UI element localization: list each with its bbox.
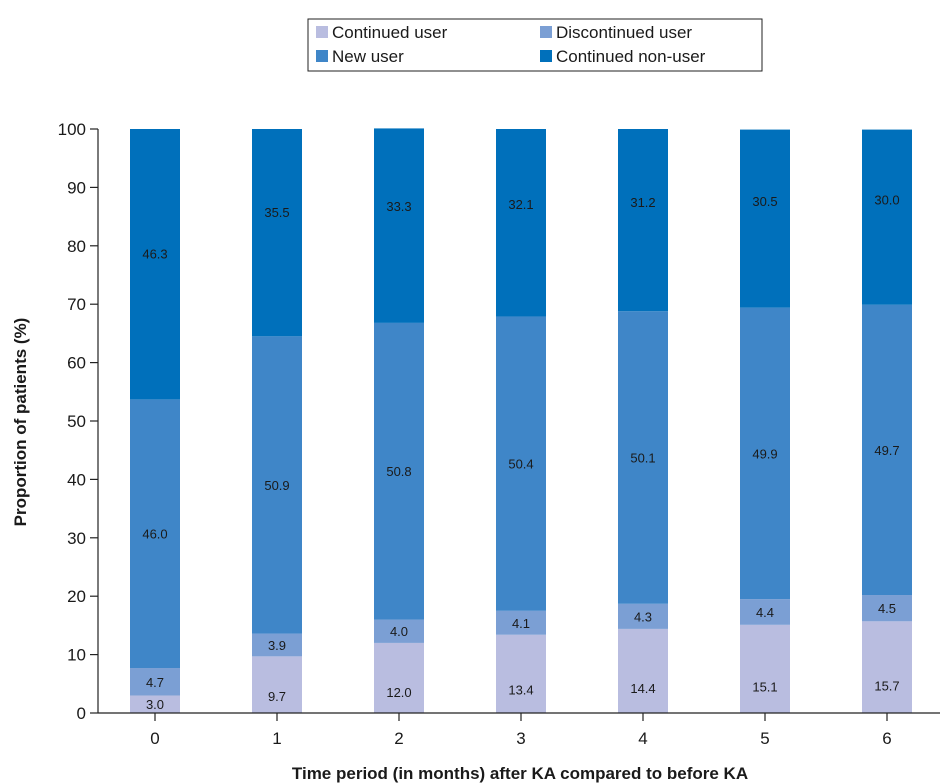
data-label: 49.9 bbox=[752, 446, 777, 461]
bar-segment bbox=[374, 619, 424, 643]
y-tick-label: 50 bbox=[67, 412, 86, 431]
bar-segment bbox=[130, 129, 180, 400]
data-label: 4.0 bbox=[390, 624, 408, 639]
legend-label: Discontinued user bbox=[556, 23, 692, 42]
bar-segment bbox=[862, 304, 912, 596]
data-label: 50.1 bbox=[630, 451, 655, 466]
y-tick-label: 40 bbox=[67, 470, 86, 489]
data-label: 46.0 bbox=[142, 527, 167, 542]
data-label: 50.4 bbox=[508, 457, 533, 472]
x-tick-label: 0 bbox=[150, 729, 159, 748]
data-label: 14.4 bbox=[630, 681, 655, 696]
x-tick-label: 4 bbox=[638, 729, 647, 748]
data-label: 12.0 bbox=[386, 685, 411, 700]
data-label: 4.4 bbox=[756, 605, 774, 620]
x-axis-title: Time period (in months) after KA compare… bbox=[292, 764, 748, 783]
data-label: 3.9 bbox=[268, 638, 286, 653]
bar-segment bbox=[252, 336, 302, 634]
bar-segment bbox=[862, 595, 912, 622]
bar-segment bbox=[374, 128, 424, 323]
x-tick-label: 6 bbox=[882, 729, 891, 748]
bar-segment bbox=[130, 695, 180, 713]
x-axis: 0 1 2 3 4 5 6 bbox=[98, 712, 940, 748]
data-label: 4.1 bbox=[512, 616, 530, 631]
bar-segment bbox=[740, 307, 790, 600]
data-label: 49.7 bbox=[874, 443, 899, 458]
data-label: 31.2 bbox=[630, 195, 655, 210]
data-label: 4.3 bbox=[634, 609, 652, 624]
bar-segment bbox=[618, 129, 668, 312]
bar-segment bbox=[740, 599, 790, 625]
legend-swatch bbox=[540, 50, 552, 62]
legend-label: Continued user bbox=[332, 23, 448, 42]
bar-segment bbox=[130, 668, 180, 696]
data-label: 33.3 bbox=[386, 199, 411, 214]
bars: 3.0 4.7 46.0 46.3 9.7 3.9 50.9 35.5 12.0 4.0 50.8 3… bbox=[130, 128, 912, 713]
data-label: 30.0 bbox=[874, 193, 899, 208]
legend-swatch bbox=[316, 26, 328, 38]
data-label: 4.7 bbox=[146, 675, 164, 690]
data-label: 35.5 bbox=[264, 205, 289, 220]
data-label: 32.1 bbox=[508, 197, 533, 212]
y-axis: 0 10 20 30 40 50 60 70 80 90 100 bbox=[58, 120, 99, 723]
bar-segment bbox=[496, 634, 546, 713]
data-label: 9.7 bbox=[268, 689, 286, 704]
data-label: 15.7 bbox=[874, 678, 899, 693]
data-label: 13.4 bbox=[508, 683, 533, 698]
legend-label: New user bbox=[332, 47, 404, 66]
bar-segment bbox=[740, 624, 790, 713]
x-tick-label: 1 bbox=[272, 729, 281, 748]
y-tick-label: 10 bbox=[67, 646, 86, 665]
y-tick-label: 80 bbox=[67, 237, 86, 256]
bar-segment bbox=[862, 129, 912, 305]
legend-swatch bbox=[316, 50, 328, 62]
bar-segment bbox=[862, 621, 912, 713]
legend-box bbox=[307, 18, 763, 72]
bar-segment bbox=[252, 129, 302, 337]
legend-swatch bbox=[540, 26, 552, 38]
y-tick-label: 20 bbox=[67, 587, 86, 606]
y-tick-label: 30 bbox=[67, 529, 86, 548]
bar-segment bbox=[618, 311, 668, 604]
bar-segment bbox=[496, 316, 546, 611]
x-tick-label: 5 bbox=[760, 729, 769, 748]
y-tick-label: 70 bbox=[67, 295, 86, 314]
y-tick-label: 0 bbox=[77, 704, 86, 723]
x-tick-label: 3 bbox=[516, 729, 525, 748]
y-tick-label: 100 bbox=[58, 120, 86, 139]
y-tick-label: 60 bbox=[67, 354, 86, 373]
bar-segment bbox=[130, 399, 180, 669]
bar-segment bbox=[252, 633, 302, 657]
bar-segment bbox=[252, 656, 302, 713]
data-label: 30.5 bbox=[752, 194, 777, 209]
data-label: 50.9 bbox=[264, 478, 289, 493]
legend-label: Continued non-user bbox=[556, 47, 706, 66]
y-axis-title: Proportion of patients (%) bbox=[11, 318, 30, 527]
bar-segment bbox=[374, 322, 424, 620]
bar-segment bbox=[740, 129, 790, 308]
data-label: 15.1 bbox=[752, 680, 777, 695]
bar-segment bbox=[618, 628, 668, 713]
bar-segment bbox=[618, 603, 668, 629]
bar-segment bbox=[374, 642, 424, 713]
data-label: 3.0 bbox=[146, 697, 164, 712]
data-label: 4.5 bbox=[878, 601, 896, 616]
legend: Continued user Discontinued user New user C… bbox=[307, 18, 763, 72]
bar-segment bbox=[496, 610, 546, 635]
y-tick-label: 90 bbox=[67, 178, 86, 197]
bar-segment bbox=[496, 129, 546, 317]
data-label: 46.3 bbox=[142, 246, 167, 261]
data-label: 50.8 bbox=[386, 464, 411, 479]
x-tick-label: 2 bbox=[394, 729, 403, 748]
